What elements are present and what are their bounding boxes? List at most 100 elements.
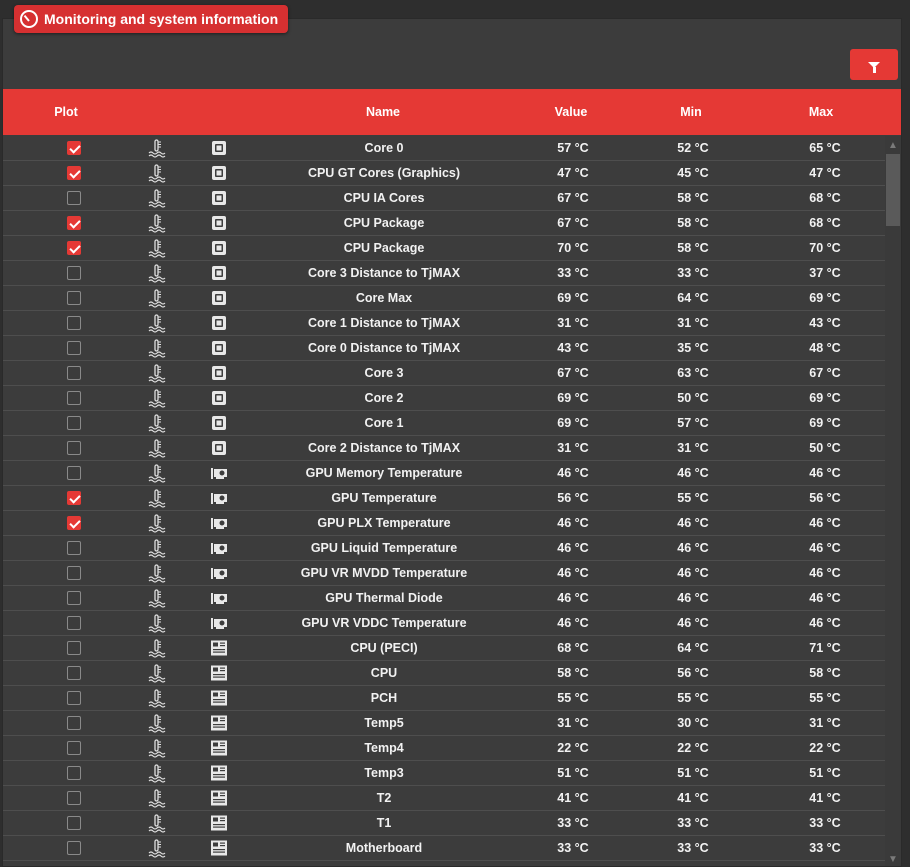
plot-checkbox[interactable] [67, 316, 81, 330]
sensor-table: Core 0 57 °C 52 °C 65 °C CPU GT Cores (Graph… [3, 136, 887, 866]
thermometer-icon [148, 514, 168, 533]
scroll-up-icon[interactable]: ▲ [888, 140, 898, 151]
plot-checkbox[interactable] [67, 466, 81, 480]
sensor-value: 31 °C [557, 716, 589, 730]
scrollbar-thumb[interactable] [886, 154, 900, 226]
sensor-value: 67 °C [557, 216, 589, 230]
sensor-value: 70 °C [557, 241, 589, 255]
table-row: T2 41 °C 41 °C 41 °C [3, 786, 887, 811]
monitoring-window: Plot Name Value Min Max Core 0 57 °C 52 °C… [2, 18, 902, 867]
plot-checkbox[interactable] [67, 491, 81, 505]
thermometer-icon [148, 389, 168, 408]
sensor-name: T2 [376, 791, 392, 805]
sensor-value: 46 °C [557, 466, 589, 480]
plot-checkbox[interactable] [67, 566, 81, 580]
plot-checkbox[interactable] [67, 691, 81, 705]
sensor-name: Core 3 [364, 366, 404, 380]
thermometer-icon [148, 714, 168, 733]
plot-checkbox[interactable] [67, 541, 81, 555]
sensor-name: CPU Package [343, 241, 425, 255]
plot-checkbox[interactable] [67, 166, 81, 180]
sensor-min: 46 °C [677, 616, 709, 630]
plot-checkbox[interactable] [67, 266, 81, 280]
table-row: GPU Memory Temperature 46 °C 46 °C 46 °C [3, 461, 887, 486]
plot-checkbox[interactable] [67, 616, 81, 630]
plot-checkbox[interactable] [67, 766, 81, 780]
sensor-max: 33 °C [809, 816, 841, 830]
sensor-value: 46 °C [557, 616, 589, 630]
thermometer-icon [148, 564, 168, 583]
gpu-card-icon [210, 565, 228, 581]
plot-checkbox[interactable] [67, 741, 81, 755]
table-row: CPU Package 70 °C 58 °C 70 °C [3, 236, 887, 261]
column-header-plot[interactable]: Plot [54, 105, 78, 119]
plot-checkbox[interactable] [67, 416, 81, 430]
thermometer-icon [148, 464, 168, 483]
sensor-value: 22 °C [557, 741, 589, 755]
table-row: PCH 55 °C 55 °C 55 °C [3, 686, 887, 711]
plot-checkbox[interactable] [67, 641, 81, 655]
sensor-name: Core 1 Distance to TjMAX [307, 316, 461, 330]
sensor-value: 56 °C [557, 491, 589, 505]
thermometer-icon [148, 139, 168, 158]
sensor-min: 51 °C [677, 766, 709, 780]
sensor-value: 41 °C [557, 791, 589, 805]
sensor-name: PCH [370, 691, 398, 705]
table-row: Core Max 69 °C 64 °C 69 °C [3, 286, 887, 311]
plot-checkbox[interactable] [67, 816, 81, 830]
plot-checkbox[interactable] [67, 716, 81, 730]
cpu-chip-icon [210, 440, 228, 456]
column-header-value[interactable]: Value [554, 105, 588, 119]
sensor-name: CPU IA Cores [343, 191, 425, 205]
sensor-value: 33 °C [557, 266, 589, 280]
sensor-min: 46 °C [677, 541, 709, 555]
gauge-icon [20, 10, 38, 28]
plot-checkbox[interactable] [67, 591, 81, 605]
plot-checkbox[interactable] [67, 366, 81, 380]
plot-checkbox[interactable] [67, 791, 81, 805]
sensor-name: GPU VR VDDC Temperature [301, 616, 467, 630]
cpu-chip-icon [210, 415, 228, 431]
sensor-name: CPU GT Cores (Graphics) [307, 166, 461, 180]
plot-checkbox[interactable] [67, 216, 81, 230]
sensor-max: 46 °C [809, 566, 841, 580]
motherboard-icon [210, 840, 228, 856]
sensor-name: Core Max [355, 291, 413, 305]
plot-checkbox[interactable] [67, 391, 81, 405]
plot-checkbox[interactable] [67, 291, 81, 305]
plot-checkbox[interactable] [67, 441, 81, 455]
plot-checkbox[interactable] [67, 191, 81, 205]
vertical-scrollbar[interactable]: ▲ ▼ [885, 136, 901, 866]
sensor-value: 47 °C [557, 166, 589, 180]
column-header-max[interactable]: Max [808, 105, 834, 119]
table-row: Temp3 51 °C 51 °C 51 °C [3, 761, 887, 786]
sensor-value: 58 °C [557, 666, 589, 680]
plot-checkbox[interactable] [67, 666, 81, 680]
thermometer-icon [148, 739, 168, 758]
thermometer-icon [148, 664, 168, 683]
motherboard-icon [210, 715, 228, 731]
plot-checkbox[interactable] [67, 516, 81, 530]
sensor-value: 51 °C [557, 766, 589, 780]
column-header-min[interactable]: Min [680, 105, 702, 119]
plot-checkbox[interactable] [67, 841, 81, 855]
sensor-name: T1 [376, 816, 392, 830]
plot-checkbox[interactable] [67, 141, 81, 155]
sensor-value: 46 °C [557, 591, 589, 605]
thermometer-icon [148, 589, 168, 608]
sensor-value: 67 °C [557, 366, 589, 380]
filter-button[interactable] [850, 49, 898, 80]
sensor-max: 68 °C [809, 191, 841, 205]
thermometer-icon [148, 689, 168, 708]
table-row: Core 3 Distance to TjMAX 33 °C 33 °C 37 °C [3, 261, 887, 286]
sensor-name: CPU [370, 666, 398, 680]
gpu-card-icon [210, 540, 228, 556]
sensor-max: 69 °C [809, 391, 841, 405]
sensor-min: 31 °C [677, 441, 709, 455]
sensor-name: Core 0 [364, 141, 404, 155]
plot-checkbox[interactable] [67, 241, 81, 255]
plot-checkbox[interactable] [67, 341, 81, 355]
thermometer-icon [148, 264, 168, 283]
scroll-down-icon[interactable]: ▼ [888, 854, 898, 865]
column-header-name[interactable]: Name [365, 105, 401, 119]
